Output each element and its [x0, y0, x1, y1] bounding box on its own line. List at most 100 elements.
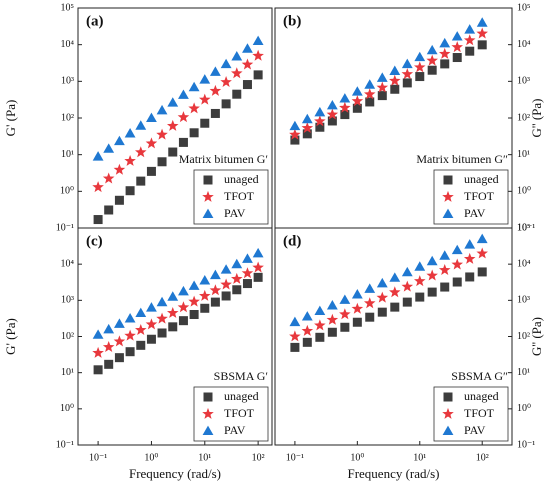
- x-tick-label: 10²: [252, 452, 265, 463]
- x-tick-label: 10²: [476, 452, 489, 463]
- star-marker: [389, 286, 401, 298]
- star-marker: [326, 108, 339, 120]
- triangle-marker: [426, 44, 438, 55]
- triangle-marker: [442, 208, 454, 219]
- star-marker: [476, 247, 488, 259]
- y-tick-label: 10¹: [61, 367, 74, 378]
- square-marker: [157, 328, 167, 338]
- x-tick-label: 10¹: [198, 452, 211, 463]
- star-marker: [463, 252, 476, 264]
- y-tick-label: 10²: [517, 112, 530, 123]
- triangle-marker: [114, 135, 125, 146]
- triangle-marker: [167, 97, 179, 107]
- x-tick-label: 10⁻¹: [286, 452, 304, 463]
- square-marker: [327, 327, 337, 337]
- square-marker: [315, 332, 325, 342]
- star-marker: [252, 49, 264, 61]
- square-marker: [125, 186, 135, 196]
- square-marker: [315, 122, 325, 132]
- star-marker: [199, 289, 211, 301]
- y-axis-label: G'' (Pa): [529, 317, 544, 356]
- y-tick-label: 10³: [517, 295, 530, 306]
- x-axis-label: Frequency (rad/s): [347, 466, 439, 481]
- star-marker: [102, 172, 115, 184]
- star-marker: [177, 111, 190, 123]
- square-marker: [415, 72, 425, 82]
- star-marker: [241, 58, 254, 70]
- triangle-marker: [103, 323, 115, 334]
- triangle-marker: [351, 86, 363, 96]
- triangle-marker: [389, 65, 401, 75]
- triangle-marker: [326, 99, 338, 110]
- square-marker: [402, 78, 412, 88]
- square-marker: [210, 297, 220, 307]
- x-tick-label: 10⁻¹: [89, 452, 107, 463]
- star-marker: [92, 346, 104, 358]
- square-marker: [93, 215, 103, 225]
- y-tick-label: 10³: [61, 295, 74, 306]
- y-tick-label: 10¹: [61, 149, 74, 160]
- square-marker: [136, 176, 146, 186]
- triangle-marker: [202, 425, 214, 436]
- annotation: Matrix bitumen G″: [416, 152, 508, 166]
- star-marker: [442, 407, 454, 419]
- star-marker: [301, 324, 314, 336]
- triangle-marker: [389, 272, 401, 282]
- y-tick-label: 10³: [61, 76, 74, 87]
- star-marker: [451, 41, 464, 53]
- square-marker: [104, 359, 114, 369]
- triangle-marker: [464, 239, 476, 249]
- y-tick-label: 10⁰: [60, 186, 74, 197]
- triangle-marker: [339, 294, 351, 304]
- triangle-marker: [414, 261, 426, 271]
- triangle-marker: [476, 233, 488, 244]
- star-marker: [231, 67, 243, 79]
- square-marker: [125, 347, 135, 357]
- y-tick-label: 10⁴: [61, 258, 75, 269]
- star-marker: [145, 318, 158, 330]
- square-marker: [443, 392, 453, 402]
- triangle-marker: [401, 58, 413, 69]
- triangle-marker: [103, 143, 115, 153]
- legend-label: TFOT: [224, 189, 255, 203]
- star-marker: [401, 280, 414, 292]
- star-marker: [339, 308, 351, 320]
- star-marker: [156, 312, 168, 324]
- square-marker: [136, 340, 146, 350]
- triangle-marker: [364, 79, 376, 89]
- square-marker: [477, 40, 487, 50]
- square-marker: [221, 99, 231, 109]
- legend-label: PAV: [224, 423, 246, 437]
- triangle-marker: [242, 43, 253, 53]
- square-marker: [427, 287, 437, 297]
- square-marker: [302, 337, 312, 347]
- y-tick-label: 10⁰: [517, 403, 531, 414]
- square-marker: [290, 342, 300, 352]
- legend-label: TFOT: [464, 406, 495, 420]
- y-tick-label: 10⁵: [517, 222, 531, 233]
- panel-label: (c): [86, 233, 103, 249]
- x-axis-label: Frequency (rad/s): [129, 466, 221, 481]
- star-marker: [166, 306, 179, 318]
- star-marker: [209, 284, 222, 296]
- y-axis-label: G' (Pa): [3, 100, 18, 137]
- y-tick-label: 10⁻¹: [56, 222, 74, 233]
- triangle-marker: [156, 104, 168, 115]
- square-marker: [210, 108, 220, 118]
- star-marker: [476, 27, 488, 39]
- triangle-marker: [220, 264, 232, 274]
- square-marker: [178, 137, 188, 147]
- square-marker: [203, 392, 213, 402]
- legend-label: PAV: [464, 423, 486, 437]
- y-tick-label: 10²: [61, 112, 74, 123]
- y-tick-label: 10⁴: [61, 39, 75, 50]
- square-marker: [465, 272, 475, 282]
- triangle-marker: [124, 128, 136, 138]
- square-marker: [232, 285, 242, 295]
- star-marker: [326, 313, 339, 325]
- y-tick-label: 10¹: [517, 367, 530, 378]
- triangle-marker: [178, 285, 189, 296]
- square-marker: [253, 272, 263, 282]
- y-tick-label: 10³: [517, 76, 530, 87]
- star-marker: [231, 272, 243, 284]
